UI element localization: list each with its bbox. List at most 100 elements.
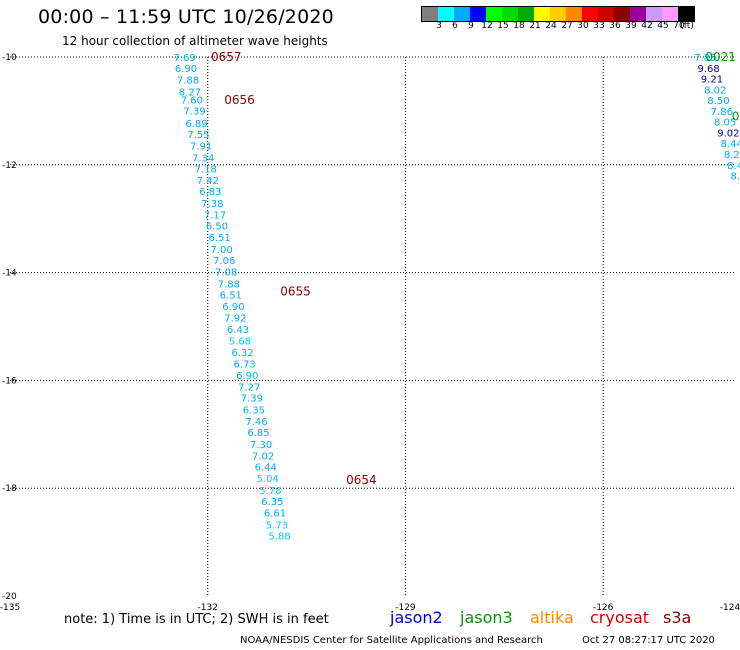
y-tick-label: -20 xyxy=(2,592,17,602)
x-tick-label: -132 xyxy=(198,603,218,613)
pass-label: 0656 xyxy=(224,93,255,107)
swh-point-label: 6.89 xyxy=(185,119,207,130)
swh-point-label: 9.21 xyxy=(701,75,723,86)
swh-point-label: 7.85 xyxy=(694,53,716,64)
swh-point-label: 5.73 xyxy=(266,520,288,531)
swh-point-label: 7.42 xyxy=(197,176,219,187)
swh-point-label: 7.88 xyxy=(218,279,240,290)
color-swatch xyxy=(598,7,614,21)
swh-point-label: 8.05 xyxy=(714,118,736,129)
color-swatch xyxy=(438,7,454,21)
color-scale-label: 9 xyxy=(468,21,474,31)
swh-point-label: 7.69 xyxy=(174,53,196,64)
swh-point-label: 7.02 xyxy=(252,451,274,462)
color-scale-label: 36 xyxy=(609,21,621,31)
color-scale-label: 18 xyxy=(513,21,525,31)
swh-point-label: 6.90 xyxy=(175,64,197,75)
y-tick-label: -12 xyxy=(2,161,17,171)
legend-item-jason3: jason3 xyxy=(460,608,513,627)
swh-point-label: 7.39 xyxy=(241,394,263,405)
swh-point-label: 9.02 xyxy=(717,128,739,139)
color-swatch xyxy=(454,7,470,21)
color-swatch xyxy=(582,7,598,21)
color-scale-label: 45 xyxy=(657,21,669,31)
x-tick-label: -126 xyxy=(593,603,614,613)
x-tick-label: -129 xyxy=(395,603,416,613)
y-tick-label: -10 xyxy=(2,53,17,63)
swh-point-label: 7.18 xyxy=(195,165,217,176)
color-scale-label: 6 xyxy=(452,21,458,31)
swh-point-label: 6.90 xyxy=(222,302,244,313)
swh-point-label: 7.38 xyxy=(201,199,223,210)
swh-point-label: 7.06 xyxy=(213,256,235,267)
x-tick-label: -135 xyxy=(0,603,20,613)
color-swatch xyxy=(614,7,630,21)
chart-subtitle: 12 hour collection of altimeter wave hei… xyxy=(62,34,328,48)
color-scale-label: 30 xyxy=(577,21,589,31)
swh-point-label: 9.68 xyxy=(698,64,720,75)
swh-point-label: 7.27 xyxy=(238,382,260,393)
legend-item-s3a: s3a xyxy=(663,608,692,627)
swh-point-label: 7.30 xyxy=(250,440,272,451)
color-scale-label: 70 xyxy=(673,21,685,31)
swh-point-label: 7.60 xyxy=(181,96,203,107)
y-tick-label: -18 xyxy=(2,484,17,494)
pass-label: 0021 xyxy=(705,50,736,64)
pass-label: 0655 xyxy=(280,284,311,298)
legend-item-cryosat: cryosat xyxy=(590,608,650,627)
swh-point-label: 8.93 xyxy=(730,172,740,183)
swh-point-label: 6.43 xyxy=(227,325,249,336)
y-tick-label: -14 xyxy=(2,269,17,279)
pass-label: 0654 xyxy=(346,473,377,487)
swh-point-label: 5.68 xyxy=(229,337,251,348)
swh-point-label: 6.61 xyxy=(264,508,286,519)
swh-point-label: 7.00 xyxy=(210,245,232,256)
swh-point-label: 7.91 xyxy=(190,141,212,152)
swh-point-label: 8.25 xyxy=(724,150,740,161)
swh-point-label: 7.88 xyxy=(177,76,199,87)
color-swatch xyxy=(470,7,486,21)
color-swatch xyxy=(566,7,582,21)
swh-point-label: 7.08 xyxy=(215,268,237,279)
swh-point-label: 6.32 xyxy=(232,348,254,359)
swh-point-label: 5.78 xyxy=(259,486,281,497)
swh-point-label: 6.73 xyxy=(234,360,256,371)
credit-line: NOAA/NESDIS Center for Satellite Applica… xyxy=(240,635,543,646)
swh-point-label: 6.51 xyxy=(220,291,242,302)
swh-point-label: 5.88 xyxy=(268,532,290,543)
swh-point-label: 6.51 xyxy=(208,233,230,244)
swh-point-label: 7.17 xyxy=(204,210,226,221)
color-scale-label: 27 xyxy=(561,21,573,31)
color-swatch xyxy=(422,7,438,21)
legend-item-jason2: jason2 xyxy=(390,608,443,627)
color-swatch xyxy=(678,7,694,21)
swh-point-label: 8.44 xyxy=(721,139,740,150)
swh-point-label: 6.85 xyxy=(247,428,269,439)
pass-label: 0657 xyxy=(211,50,242,64)
color-swatch xyxy=(486,7,502,21)
swh-point-label: 6.50 xyxy=(206,222,228,233)
color-scale-bar xyxy=(421,6,695,22)
color-scale-label: (ft) xyxy=(680,21,694,31)
swh-point-label: 7.46 xyxy=(245,417,267,428)
color-scale-label: 12 xyxy=(481,21,493,31)
swh-point-label: 6.35 xyxy=(243,406,265,417)
color-swatch xyxy=(662,7,678,21)
swh-point-label: 7.39 xyxy=(183,106,205,117)
color-swatch xyxy=(518,7,534,21)
color-swatch xyxy=(630,7,646,21)
swh-point-label: 5.04 xyxy=(257,474,279,485)
color-scale-label: 42 xyxy=(641,21,653,31)
swh-point-label: 6.35 xyxy=(261,497,283,508)
legend-item-altika: altika xyxy=(530,608,574,627)
swh-point-label: 6.83 xyxy=(199,187,221,198)
color-swatch xyxy=(550,7,566,21)
swh-point-label: 7.34 xyxy=(192,153,214,164)
color-scale-labels: 3 6 9 12 15 18 21 24 27 30 33 36 39 42 45 70 (ft) xyxy=(421,21,740,33)
color-swatch xyxy=(534,7,550,21)
swh-point-label: 8.27 xyxy=(179,87,201,98)
color-swatch xyxy=(646,7,662,21)
color-scale-label: 3 xyxy=(436,21,442,31)
color-scale-label: 21 xyxy=(529,21,541,31)
